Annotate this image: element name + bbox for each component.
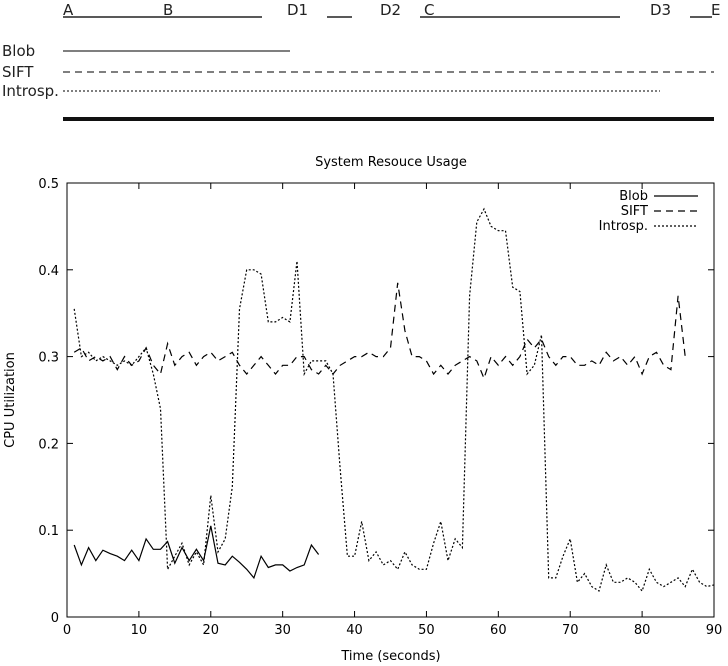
x-tick-label: 10 <box>131 623 148 638</box>
y-tick-label: 0.5 <box>38 177 59 192</box>
series-line <box>73 207 715 593</box>
x-tick-label: 50 <box>418 623 435 638</box>
phase-label: C <box>424 1 434 19</box>
row-label: Introsp. <box>2 82 59 100</box>
y-tick-label: 0.3 <box>38 351 59 366</box>
x-tick-label: 60 <box>490 623 507 638</box>
y-tick-label: 0.2 <box>38 437 59 452</box>
series-line <box>73 282 686 381</box>
phase-label: D3 <box>650 1 671 19</box>
row-label: SIFT <box>2 63 34 81</box>
chart-title: System Resouce Usage <box>315 155 467 170</box>
legend-label: Introsp. <box>599 219 648 234</box>
legend-label: SIFT <box>621 204 648 219</box>
y-axis-label: CPU Utilization <box>3 352 18 448</box>
x-tick-label: 0 <box>63 623 71 638</box>
phase-label: D1 <box>287 1 308 19</box>
y-tick-label: 0.1 <box>38 524 59 539</box>
y-tick-label: 0 <box>51 611 59 626</box>
phase-label: D2 <box>380 1 401 19</box>
x-tick-label: 80 <box>634 623 651 638</box>
phase-label: A <box>63 1 74 19</box>
phase-label: B <box>163 1 173 19</box>
x-tick-label: 20 <box>203 623 220 638</box>
y-tick-label: 0.4 <box>38 264 59 279</box>
row-label: Blob <box>2 42 35 60</box>
x-axis-label: Time (seconds) <box>340 649 440 664</box>
x-tick-label: 70 <box>562 623 579 638</box>
series-line <box>73 525 320 580</box>
x-tick-label: 40 <box>346 623 363 638</box>
x-tick-label: 90 <box>706 623 723 638</box>
legend-label: Blob <box>619 189 648 204</box>
x-tick-label: 30 <box>274 623 291 638</box>
plot-frame <box>66 182 715 618</box>
phase-label: E <box>711 1 720 19</box>
